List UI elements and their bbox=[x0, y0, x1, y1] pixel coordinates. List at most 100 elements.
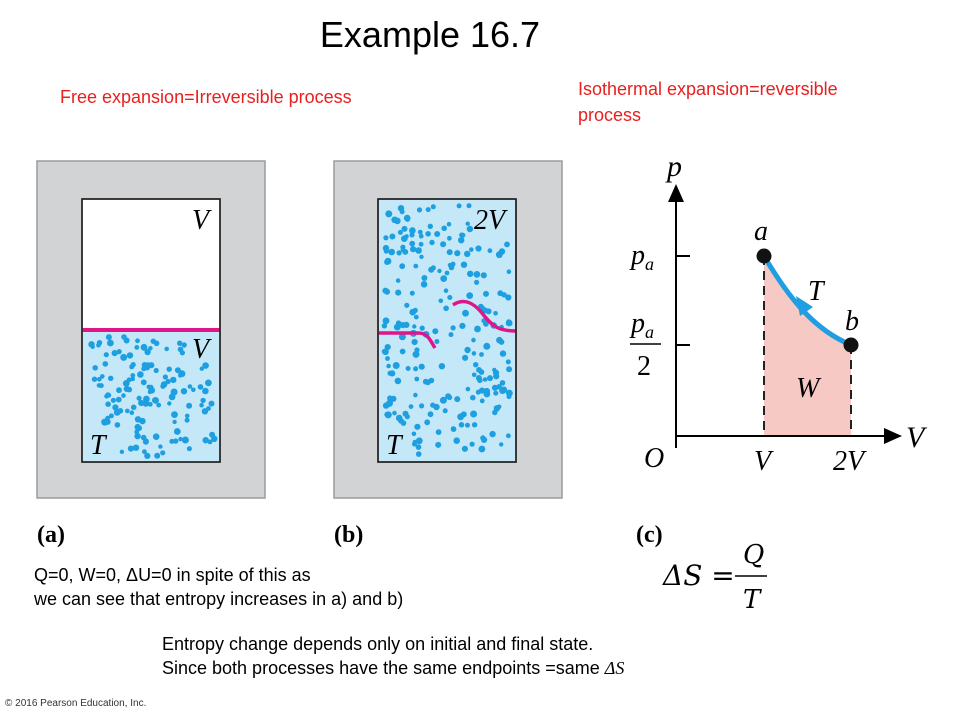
gas-molecule bbox=[177, 346, 184, 353]
gas-molecule bbox=[97, 377, 102, 382]
gas-molecule bbox=[427, 223, 433, 229]
gas-molecule bbox=[404, 234, 409, 239]
gas-molecule bbox=[414, 423, 421, 430]
gas-molecule bbox=[186, 402, 193, 409]
gas-molecule bbox=[148, 346, 153, 351]
gas-molecule bbox=[487, 375, 493, 382]
gas-molecule bbox=[397, 229, 403, 235]
gas-molecule bbox=[440, 241, 447, 248]
formula-numerator: Q bbox=[743, 540, 764, 570]
gas-molecule bbox=[428, 266, 435, 273]
gas-molecule bbox=[381, 323, 388, 329]
gas-molecule bbox=[140, 343, 148, 351]
gas-molecule bbox=[388, 248, 396, 256]
gas-molecule bbox=[202, 437, 209, 444]
gas-molecule bbox=[439, 396, 447, 404]
gas-molecule bbox=[184, 417, 190, 423]
isothermal-label-line1: Isothermal expansion=reversible bbox=[578, 79, 838, 99]
isothermal-label-line2: process bbox=[578, 105, 642, 125]
gas-molecule bbox=[497, 251, 503, 257]
gas-molecule bbox=[393, 323, 401, 331]
gas-molecule bbox=[98, 383, 104, 389]
gas-molecule bbox=[474, 325, 481, 333]
gas-molecule bbox=[130, 373, 136, 378]
entropy-formula: ΔS = Q T bbox=[662, 540, 767, 615]
gas-molecule bbox=[399, 209, 405, 215]
gas-molecule bbox=[130, 404, 137, 411]
gas-molecule bbox=[105, 401, 111, 408]
gas-molecule bbox=[470, 394, 476, 401]
gas-molecule bbox=[399, 322, 406, 329]
gas-molecule bbox=[464, 250, 471, 258]
tick-v-label: V bbox=[754, 446, 774, 477]
gas-molecule bbox=[474, 279, 480, 285]
gas-molecule bbox=[107, 339, 114, 347]
temperature-label-a: T bbox=[90, 430, 108, 461]
gas-molecule bbox=[139, 417, 146, 425]
gas-molecule bbox=[458, 422, 465, 428]
gas-molecule bbox=[438, 363, 446, 370]
gas-molecule bbox=[144, 348, 151, 356]
gas-molecule bbox=[442, 408, 448, 414]
gas-molecule bbox=[418, 363, 425, 370]
gas-molecule bbox=[200, 397, 206, 404]
gas-molecule bbox=[458, 237, 465, 244]
gas-molecule bbox=[499, 380, 506, 386]
page-title: Example 16.7 bbox=[319, 14, 541, 55]
gas-molecule bbox=[419, 254, 424, 259]
gas-molecule bbox=[469, 441, 475, 447]
volume-label-a-upper: V bbox=[192, 205, 212, 236]
gas-molecule bbox=[422, 378, 429, 385]
gas-molecule bbox=[390, 395, 397, 402]
gas-molecule bbox=[174, 367, 181, 374]
gas-molecule bbox=[108, 375, 114, 381]
panel-c-pv-graph: p V O pa pa 2 V 2V a b T W bbox=[629, 150, 928, 477]
gas-molecule bbox=[171, 411, 178, 418]
panel-a: V V T bbox=[36, 160, 266, 499]
gas-molecule bbox=[136, 395, 142, 401]
gas-molecule bbox=[191, 387, 196, 393]
gas-molecule bbox=[408, 404, 414, 409]
gas-molecule bbox=[152, 433, 160, 441]
work-area bbox=[764, 256, 851, 436]
gas-molecule bbox=[440, 275, 448, 282]
gas-molecule bbox=[178, 436, 183, 442]
gas-molecule bbox=[199, 366, 204, 371]
gas-molecule bbox=[493, 311, 498, 316]
partition-fragment-right bbox=[451, 299, 517, 333]
note-line-2: we can see that entropy increases in a) … bbox=[34, 589, 404, 609]
gas-molecule bbox=[487, 248, 493, 254]
gas-molecule bbox=[101, 418, 109, 426]
gas-molecule bbox=[493, 390, 499, 396]
gas-molecule bbox=[416, 207, 423, 213]
gas-molecule bbox=[412, 324, 417, 329]
gas-molecule bbox=[126, 352, 134, 359]
gas-molecule bbox=[395, 278, 401, 283]
origin-label: O bbox=[644, 443, 664, 474]
gas-molecule bbox=[134, 345, 140, 350]
gas-molecule bbox=[432, 328, 439, 335]
isotherm-arrow-icon bbox=[796, 296, 813, 316]
gas-molecule bbox=[427, 411, 434, 418]
gas-molecule bbox=[444, 270, 450, 276]
gas-molecule bbox=[114, 422, 121, 428]
gas-molecule bbox=[396, 250, 402, 256]
gas-molecule bbox=[199, 402, 204, 408]
gas-molecule bbox=[417, 229, 423, 235]
gas-molecule bbox=[462, 309, 469, 317]
gas-molecule bbox=[420, 281, 428, 288]
gas-molecule bbox=[399, 348, 406, 355]
gas-molecule bbox=[135, 338, 140, 344]
gas-molecule bbox=[505, 359, 511, 365]
gas-molecule bbox=[103, 352, 109, 358]
gas-molecule bbox=[454, 250, 461, 257]
gas-molecule bbox=[505, 294, 512, 301]
gas-molecule bbox=[156, 402, 162, 408]
gas-molecule bbox=[405, 366, 411, 371]
temperature-label-b: T bbox=[386, 430, 404, 461]
gas-molecule bbox=[481, 436, 488, 443]
gas-molecule bbox=[469, 247, 474, 252]
panel-b: 2V T bbox=[333, 160, 563, 499]
gas-molecule bbox=[506, 389, 513, 397]
gas-molecule bbox=[170, 376, 177, 384]
